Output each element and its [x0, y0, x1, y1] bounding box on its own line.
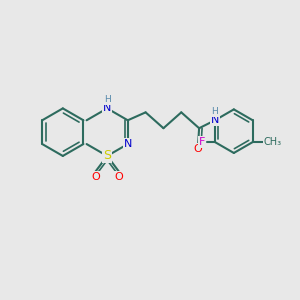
Text: O: O	[115, 172, 123, 182]
Text: CH₃: CH₃	[263, 137, 282, 147]
Text: O: O	[194, 144, 203, 154]
Text: S: S	[103, 149, 111, 162]
Text: N: N	[103, 103, 111, 113]
Text: O: O	[91, 172, 100, 182]
Text: N: N	[124, 139, 132, 149]
Text: N: N	[211, 115, 219, 125]
Text: F: F	[199, 137, 205, 147]
Text: H: H	[104, 95, 111, 104]
Text: H: H	[212, 107, 218, 116]
